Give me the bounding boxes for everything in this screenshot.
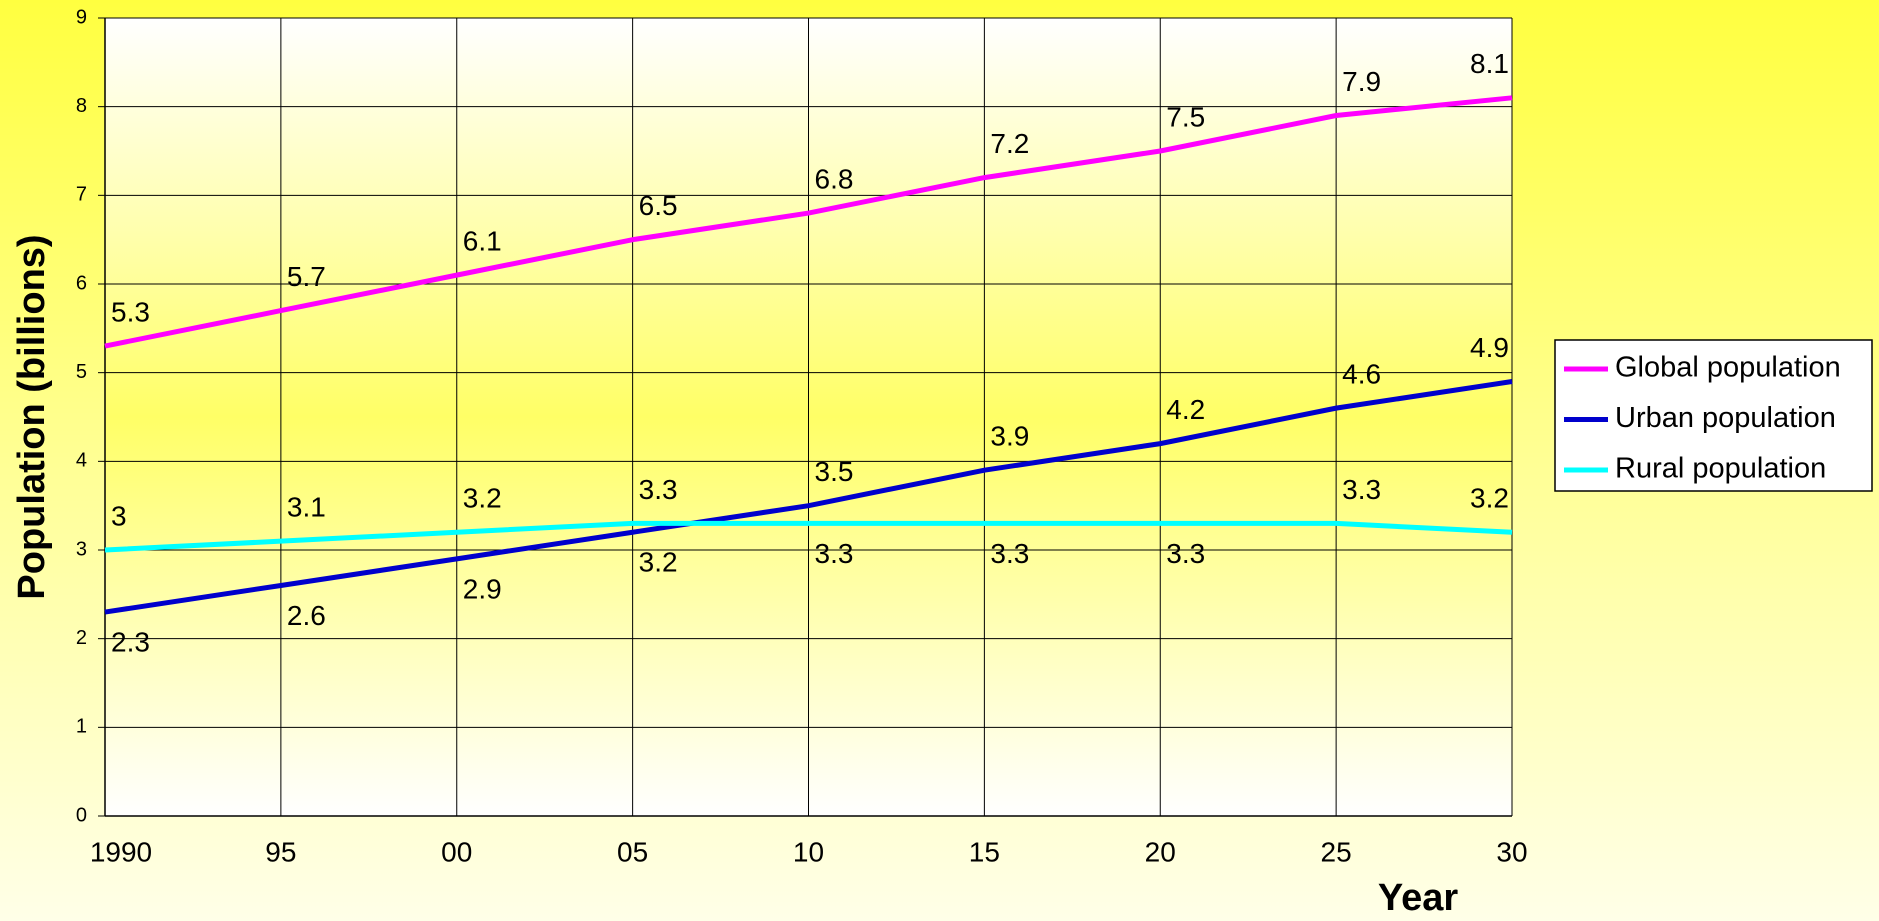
x-axis-label: Year bbox=[1378, 877, 1459, 919]
data-label: 7.2 bbox=[990, 128, 1029, 159]
data-label: 8.1 bbox=[1470, 48, 1509, 79]
data-label: 3.2 bbox=[1470, 483, 1509, 514]
data-label: 3 bbox=[111, 500, 127, 531]
x-tick-label: 10 bbox=[793, 836, 824, 867]
y-axis-label: Population (billions) bbox=[11, 234, 53, 599]
series-line bbox=[104, 379, 1513, 615]
data-label: 4.2 bbox=[1166, 394, 1205, 425]
data-label: 3.3 bbox=[1166, 538, 1205, 569]
data-label: 5.7 bbox=[287, 261, 326, 292]
y-tick-label: 5 bbox=[76, 361, 87, 383]
data-label: 3.2 bbox=[639, 547, 678, 578]
x-tick-label: 95 bbox=[265, 836, 296, 867]
y-tick-label: 6 bbox=[76, 272, 87, 294]
data-label: 7.9 bbox=[1342, 66, 1381, 97]
data-label: 3.3 bbox=[639, 474, 678, 505]
data-label: 2.6 bbox=[287, 600, 326, 631]
data-label: 3.9 bbox=[990, 421, 1029, 452]
y-tick-label: 7 bbox=[76, 184, 87, 206]
y-tick-label: 8 bbox=[76, 95, 87, 117]
data-label: 4.9 bbox=[1470, 332, 1509, 363]
y-tick-label: 3 bbox=[76, 538, 87, 560]
data-label: 7.5 bbox=[1166, 101, 1205, 132]
legend-label: Rural population bbox=[1615, 453, 1826, 485]
legend-label: Urban population bbox=[1615, 402, 1836, 434]
y-tick-label: 2 bbox=[76, 627, 87, 649]
data-label: 4.6 bbox=[1342, 359, 1381, 390]
data-label: 3.2 bbox=[463, 483, 502, 514]
legend bbox=[1554, 339, 1873, 492]
series-line bbox=[104, 95, 1513, 349]
data-label: 2.9 bbox=[463, 573, 502, 604]
y-tick-label: 1 bbox=[76, 716, 87, 738]
series-line bbox=[104, 520, 1513, 553]
legend-label: Global population bbox=[1615, 352, 1841, 384]
x-tick-label: 25 bbox=[1321, 836, 1352, 867]
y-tick-label: 0 bbox=[76, 804, 87, 826]
x-tick-label: 00 bbox=[441, 836, 472, 867]
data-label: 6.8 bbox=[815, 163, 854, 194]
data-label: 5.3 bbox=[111, 296, 150, 327]
data-label: 3.3 bbox=[990, 538, 1029, 569]
x-tick-label: 15 bbox=[969, 836, 1000, 867]
x-tick-label: 20 bbox=[1145, 836, 1176, 867]
data-label: 3.3 bbox=[1342, 474, 1381, 505]
x-tick-label: 1990 bbox=[90, 836, 152, 867]
data-label: 6.5 bbox=[639, 190, 678, 221]
y-tick-label: 9 bbox=[76, 6, 87, 28]
data-label: 3.3 bbox=[815, 538, 854, 569]
x-tick-label: 30 bbox=[1496, 836, 1527, 867]
data-label: 6.1 bbox=[463, 226, 502, 257]
y-tick-label: 4 bbox=[76, 450, 87, 472]
data-label: 3.5 bbox=[815, 456, 854, 487]
x-tick-label: 05 bbox=[617, 836, 648, 867]
data-label: 3.1 bbox=[287, 492, 326, 523]
data-label: 2.3 bbox=[111, 626, 150, 657]
